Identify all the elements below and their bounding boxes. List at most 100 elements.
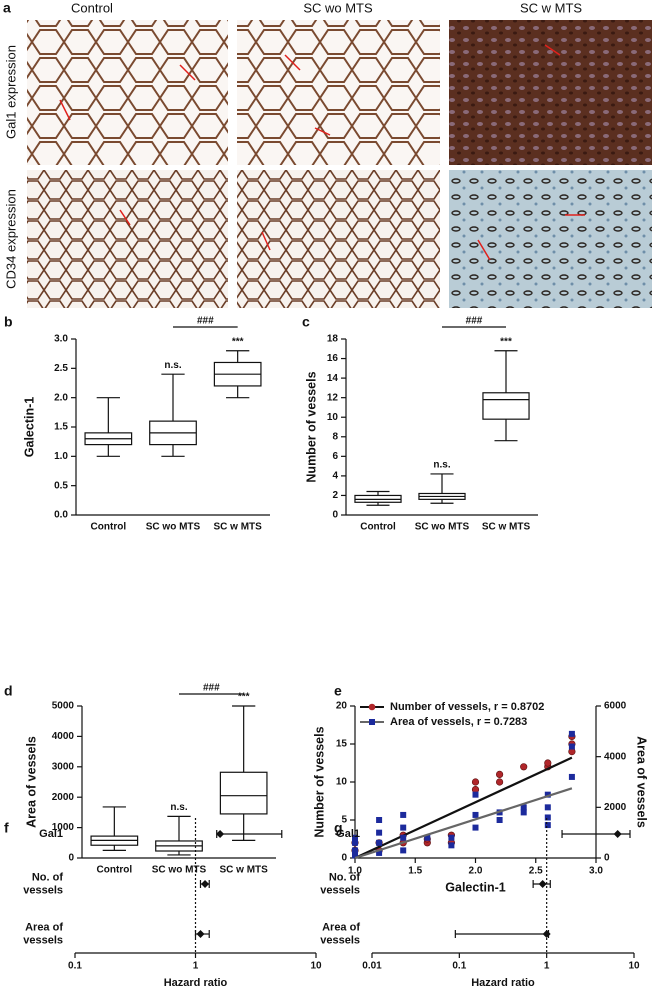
row-label: No. of [32,871,63,883]
x-tick-label: SC w MTS [482,522,531,533]
x-tick-label: SC w MTS [219,865,268,876]
box [219,771,268,815]
point [352,839,358,846]
panel-letter: c [302,314,310,330]
y-tick-label: 1000 [52,822,75,833]
comparison: ### [203,683,220,694]
hazard-ratio [542,930,551,938]
y-tick-label: 0 [332,510,338,521]
row-label: Area of [322,921,360,933]
point [471,778,480,786]
x-tick-label: 0.01 [362,961,382,972]
x-tick-label: 2.5 [529,866,543,877]
point [400,811,407,818]
significance: n.s. [433,460,450,471]
x-tick-label: SC wo MTS [415,522,470,533]
point [568,773,575,780]
y-tick-label: 0 [341,853,347,864]
column-label: SC wo MTS [303,0,373,15]
axis-title: Galectin-1 [445,880,505,894]
point [376,829,383,836]
point [496,817,503,823]
x-tick-label: 2.0 [469,866,483,877]
micrograph [449,20,652,165]
y-tick-label: 4000 [604,751,627,762]
y-tick-label: 1.0 [54,451,68,462]
significance: n.s. [170,802,187,813]
micrograph [27,20,228,165]
significance: *** [232,336,244,347]
significance: n.s. [164,360,181,371]
point [400,847,407,854]
y-tick-label: 0.0 [54,510,68,521]
fit-line [354,787,573,860]
point [352,847,358,854]
panel-letter: f [4,820,9,836]
point [496,770,504,779]
y-tick-label: 6000 [604,701,627,712]
y-tick-label: 10 [327,412,339,423]
y-tick-label: 14 [327,373,339,384]
point [568,743,575,750]
panel-letter: g [334,820,343,836]
point [424,834,431,841]
legend-marker [369,719,375,725]
hazard-ratio [216,830,225,838]
panel-letter: b [4,314,13,330]
point [472,824,479,831]
row-label: vessels [320,884,360,896]
x-tick-label: 1 [193,961,199,972]
y-tick-label: 3.0 [54,334,68,345]
point [496,778,504,786]
hazard-ratio [538,880,547,888]
y-tick-label: 12 [327,392,339,403]
axis-title: Number of vessels [312,726,326,837]
hazard-ratio [613,830,622,838]
micrograph [237,170,440,308]
x-tick-label: 1.5 [408,866,422,877]
legend-marker [368,703,376,711]
row-label: vessels [320,934,360,946]
y-tick-label: 8 [332,431,338,442]
axis-title: Area of vessels [24,736,38,828]
y-tick-label: 0.5 [54,480,68,491]
y-tick-label: 5 [341,815,347,826]
micrograph [27,170,228,308]
column-label: SC w MTS [520,0,582,15]
point [520,809,527,816]
micrograph [237,20,440,165]
y-tick-label: 15 [336,739,348,750]
fit-line [354,756,573,859]
row-label: Gal1 expression [3,45,18,139]
y-tick-label: 3000 [52,761,75,772]
row-label: Area of [25,921,63,933]
significance: *** [500,336,512,347]
panel-letter: e [334,683,342,699]
y-tick-label: 2000 [604,802,627,813]
point [376,839,383,846]
comparison: ### [466,316,483,327]
point [544,804,551,811]
y-tick-label: 0 [68,853,74,864]
point [544,759,552,767]
x-tick-label: 0.1 [68,961,82,972]
point [544,822,551,829]
y-tick-label: 2000 [52,792,75,803]
x-tick-label: 3.0 [589,866,603,877]
micrograph [449,170,652,308]
significance: *** [238,692,250,703]
x-tick-label: 10 [628,961,640,972]
box [482,392,530,420]
row-label: Gal1 [336,828,360,840]
x-tick-label: 1.0 [348,866,362,877]
x-tick-label: 1 [544,961,550,972]
legend-label: Area of vessels, r = 0.7283 [390,716,527,728]
point [544,814,551,821]
row-label: Gal1 [39,828,63,840]
row-label: vessels [23,934,63,946]
y-tick-label: 0 [604,853,610,864]
row-label: vessels [23,884,63,896]
x-tick-label: Control [91,522,127,533]
point [400,834,407,841]
column-label: Control [71,0,113,15]
